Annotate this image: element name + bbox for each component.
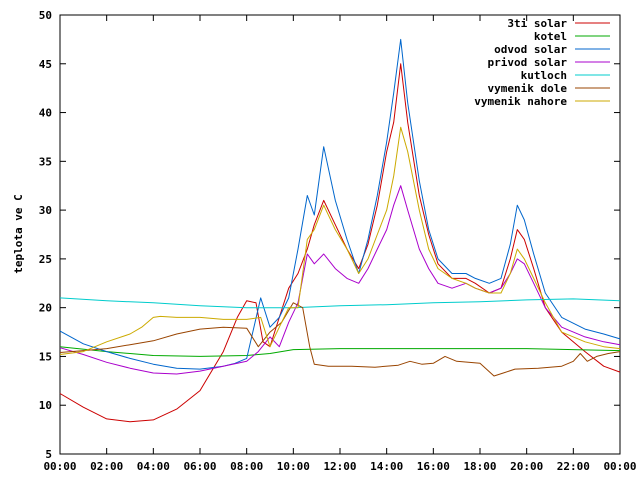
x-tick-label: 12:00: [323, 460, 356, 473]
legend-label-privod-solar: privod solar: [488, 56, 568, 69]
x-tick-label: 20:00: [510, 460, 543, 473]
legend-label-odvod-solar: odvod solar: [494, 43, 567, 56]
y-tick-label: 10: [39, 399, 52, 412]
legend-label-vymenik-nahore: vymenik nahore: [474, 95, 567, 108]
legend-label-kutloch: kutloch: [521, 69, 567, 82]
series-line-privod-solar: [59, 185, 621, 375]
y-tick-label: 15: [39, 350, 52, 363]
series-line-3ti-solar: [59, 63, 621, 423]
y-tick-label: 30: [39, 204, 52, 217]
y-tick-label: 40: [39, 107, 52, 120]
x-tick-label: 10:00: [277, 460, 310, 473]
x-tick-label: 16:00: [417, 460, 450, 473]
x-tick-label: 00:00: [43, 460, 76, 473]
x-tick-label: 18:00: [463, 460, 496, 473]
legend-label-vymenik-dole: vymenik dole: [488, 82, 568, 95]
x-tick-label: 06:00: [183, 460, 216, 473]
x-axis: 00:00 02:00 04:00 06:00 08:00 10:00 12:00 14:00…: [43, 15, 637, 473]
series-lines: [59, 38, 621, 423]
y-axis: 5 10 15 20 25 30 35 40 45 50: [39, 9, 620, 461]
y-tick-label: 45: [39, 58, 52, 71]
x-tick-label: 14:00: [370, 460, 403, 473]
series-line-kutloch: [59, 297, 621, 309]
x-tick-label: 04:00: [137, 460, 170, 473]
x-tick-label: 22:00: [557, 460, 590, 473]
legend-label-kotel: kotel: [534, 30, 567, 43]
y-tick-label: 35: [39, 155, 52, 168]
series-line-kotel: [59, 346, 621, 357]
series-line-vymenik-nahore: [59, 126, 621, 355]
legend-label-3ti-solar: 3ti solar: [507, 17, 567, 30]
x-tick-label: 02:00: [90, 460, 123, 473]
x-tick-label: 08:00: [230, 460, 263, 473]
x-tick-label: 00:00: [603, 460, 636, 473]
y-tick-label: 50: [39, 9, 52, 22]
y-tick-label: 25: [39, 253, 52, 266]
series-line-vymenik-dole: [59, 302, 621, 377]
y-tick-label: 5: [45, 448, 52, 461]
y-tick-label: 20: [39, 302, 52, 315]
y-axis-label: teplota ve C: [12, 194, 25, 273]
